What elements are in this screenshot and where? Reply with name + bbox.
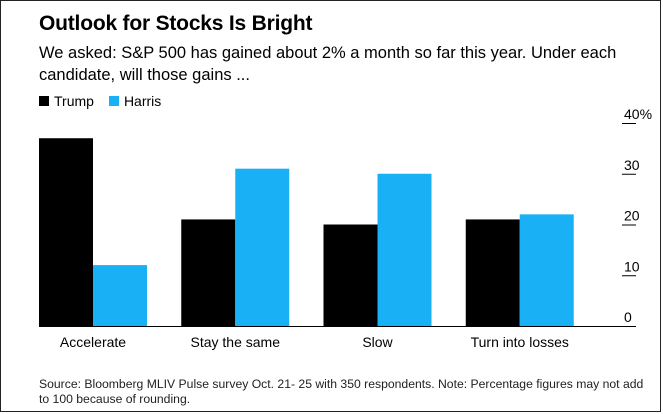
legend-swatch-trump	[39, 96, 49, 106]
bar-harris-slow	[377, 173, 432, 326]
bar-harris-turn-into-losses	[519, 214, 574, 326]
legend: Trump Harris	[39, 93, 176, 109]
bar-harris-accelerate	[93, 265, 147, 326]
y-tick-label: 0	[624, 309, 632, 325]
legend-label-trump: Trump	[54, 93, 94, 109]
category-label: Slow	[362, 334, 393, 350]
category-label: Turn into losses	[471, 334, 569, 350]
bar-trump-stay-the-same	[181, 219, 236, 326]
chart-subtitle: We asked: S&P 500 has gained about 2% a …	[39, 44, 617, 84]
chart-title: Outlook for Stocks Is Bright	[39, 12, 313, 35]
category-label: Stay the same	[191, 334, 281, 350]
legend-swatch-harris	[108, 96, 119, 106]
source-note: Source: Bloomberg MLIV Pulse survey Oct.…	[39, 377, 644, 406]
y-tick-label: 20	[624, 208, 640, 224]
y-tick-label: 30	[624, 157, 640, 173]
bar-harris-stay-the-same	[235, 168, 290, 326]
bar-trump-accelerate	[39, 138, 93, 326]
bar-trump-turn-into-losses	[465, 219, 520, 326]
legend-label-harris: Harris	[123, 93, 162, 109]
legend-item-trump: Trump	[39, 93, 94, 109]
y-tick-label: 40%	[624, 106, 652, 122]
legend-item-harris: Harris	[108, 93, 162, 109]
y-tick-label: 10	[624, 258, 640, 274]
bar-trump-slow	[323, 224, 378, 326]
category-label: Accelerate	[60, 334, 126, 350]
